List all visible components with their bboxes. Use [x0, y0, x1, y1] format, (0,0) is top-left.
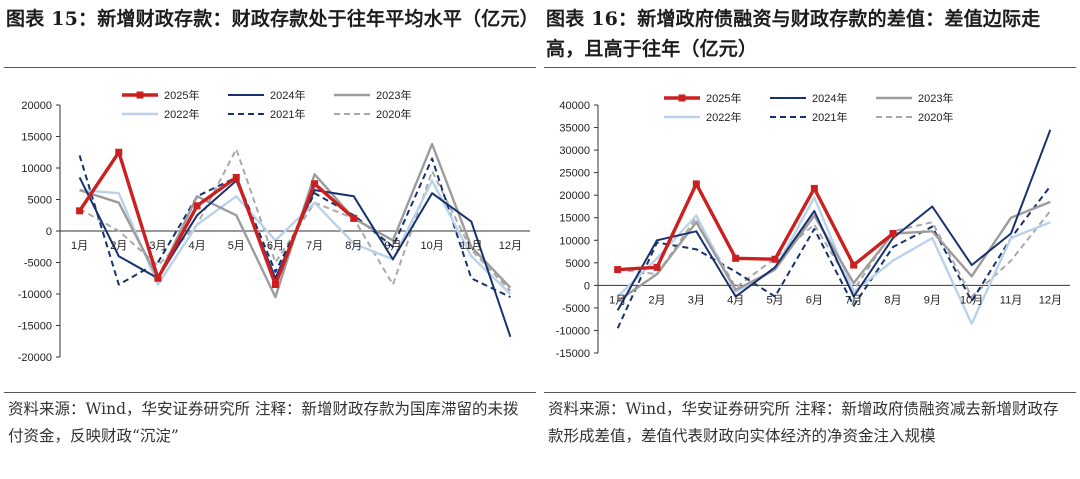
y-tick-label: 30000: [559, 145, 590, 157]
x-tick-label: 6月: [267, 240, 284, 252]
y-tick-label: 5000: [566, 258, 590, 270]
data-point-2025: [771, 255, 779, 263]
y-tick-label: -5000: [24, 258, 52, 270]
series-line-2021: [616, 185, 1052, 329]
data-point-2025: [271, 281, 279, 289]
data-point-2025: [154, 274, 162, 282]
x-tick-label: 7月: [306, 240, 323, 252]
figure-16-panel: 图表 16：新增政府债融资与财政存款的差值：差值边际走高，且高于往年（亿元） -…: [540, 0, 1080, 479]
source-divider: [544, 392, 1076, 393]
legend-label-2025: 2025年: [164, 88, 199, 102]
series-line-2022: [79, 179, 512, 295]
y-tick-label: 25000: [559, 168, 590, 180]
legend-marker-2025: [678, 94, 686, 102]
x-tick-label: 12月: [1039, 294, 1062, 306]
y-tick-label: -10000: [18, 289, 52, 301]
data-point-2025: [692, 180, 700, 188]
x-tick-label: 6月: [806, 294, 823, 306]
data-point-2025: [889, 230, 897, 238]
figure-15-title: 图表 15：新增财政存款：财政存款处于往年平均水平（亿元）: [6, 8, 539, 30]
data-point-2025: [614, 266, 622, 274]
y-tick-label: -15000: [556, 348, 590, 360]
legend-label-2023: 2023年: [918, 91, 953, 105]
title-divider: [4, 67, 536, 68]
data-point-2025: [193, 202, 201, 210]
series-line-2025: [78, 150, 355, 287]
data-point-2025: [232, 173, 240, 181]
x-tick-label: 5月: [228, 240, 245, 252]
x-tick-label: 1月: [609, 294, 626, 306]
x-tick-label: 8月: [884, 294, 901, 306]
y-tick-label: 0: [584, 280, 590, 292]
x-tick-label: 5月: [766, 294, 783, 306]
y-tick-label: 20000: [559, 190, 590, 202]
series-line-2024: [616, 129, 1052, 311]
series-line-2023: [617, 200, 1051, 303]
legend-label-2021: 2021年: [812, 110, 847, 124]
x-tick-label: 10月: [960, 294, 983, 306]
data-point-2025: [311, 180, 319, 188]
data-point-2025: [732, 254, 740, 262]
legend-label-2023: 2023年: [376, 88, 411, 102]
y-tick-label: 10000: [21, 163, 52, 175]
legend-label-2022: 2022年: [164, 107, 199, 121]
series-line-2022: [616, 196, 1051, 325]
y-tick-label: 15000: [559, 213, 590, 225]
x-tick-label: 8月: [345, 240, 362, 252]
x-tick-label: 9月: [384, 240, 401, 252]
series-line-2025: [617, 182, 895, 272]
series-line-2024: [78, 176, 512, 338]
y-tick-label: 0: [46, 226, 52, 238]
x-tick-label: 4月: [189, 240, 206, 252]
legend-marker-2025: [136, 91, 144, 99]
y-tick-label: -5000: [562, 303, 590, 315]
legend-label-2024: 2024年: [270, 88, 305, 102]
legend-label-2025: 2025年: [706, 91, 741, 105]
y-tick-label: 35000: [559, 123, 590, 135]
title-divider: [544, 67, 1076, 68]
figure-15-line-chart: -20000 -15000 -10000 -5000 0 5000 10000 15000 20…: [18, 88, 530, 364]
x-tick-label: 3月: [149, 240, 166, 252]
x-tick-label: 2月: [648, 294, 665, 306]
x-tick-label: 3月: [688, 294, 705, 306]
y-tick-label: 15000: [21, 132, 52, 144]
y-tick-label: -20000: [18, 352, 52, 364]
y-tick-label: -15000: [18, 321, 52, 333]
data-point-2025: [115, 148, 123, 156]
x-tick-label: 4月: [727, 294, 744, 306]
legend-label-2020: 2020年: [376, 107, 411, 121]
legend-label-2022: 2022年: [706, 110, 741, 124]
x-tick-label: 12月: [499, 240, 522, 252]
y-tick-label: -10000: [556, 325, 590, 337]
data-point-2025: [76, 207, 84, 215]
x-tick-label: 9月: [924, 294, 941, 306]
y-tick-label: 20000: [21, 100, 52, 112]
y-tick-label: 10000: [559, 235, 590, 247]
figure-15-source-note: 资料来源：Wind，华安证券研究所 注释：新增财政存款为国库滞留的未拨付资金，反…: [8, 400, 519, 445]
x-tick-label: 11月: [1000, 294, 1022, 306]
data-point-2025: [810, 184, 818, 192]
y-tick-label: 5000: [28, 195, 52, 207]
figure-16-title: 图表 16：新增政府债融资与财政存款的差值：差值边际走高，且高于往年（亿元）: [546, 8, 1041, 60]
legend-label-2021: 2021年: [270, 107, 305, 121]
figure-15-panel: 图表 15：新增财政存款：财政存款处于往年平均水平（亿元） -20000 -150…: [4, 8, 539, 445]
y-tick-label: 40000: [559, 100, 590, 112]
legend-label-2024: 2024年: [812, 91, 847, 105]
legend-label-2020: 2020年: [918, 110, 953, 124]
x-tick-label: 2月: [110, 240, 127, 252]
x-tick-label: 10月: [420, 240, 443, 252]
x-tick-label: 7月: [845, 294, 862, 306]
data-point-2025: [653, 263, 661, 271]
source-divider: [4, 392, 536, 393]
data-point-2025: [350, 214, 358, 222]
x-tick-label: 11月: [460, 240, 482, 252]
figure-16-source-note: 资料来源：Wind，华安证券研究所 注释：新增政府债融资减去新增财政存款形成差值…: [548, 400, 1059, 445]
data-point-2025: [850, 261, 858, 269]
x-tick-label: 1月: [71, 240, 88, 252]
figure-16-line-chart: -15000 -10000 -5000 0 5000 10000 15000 20000 250…: [556, 91, 1070, 360]
